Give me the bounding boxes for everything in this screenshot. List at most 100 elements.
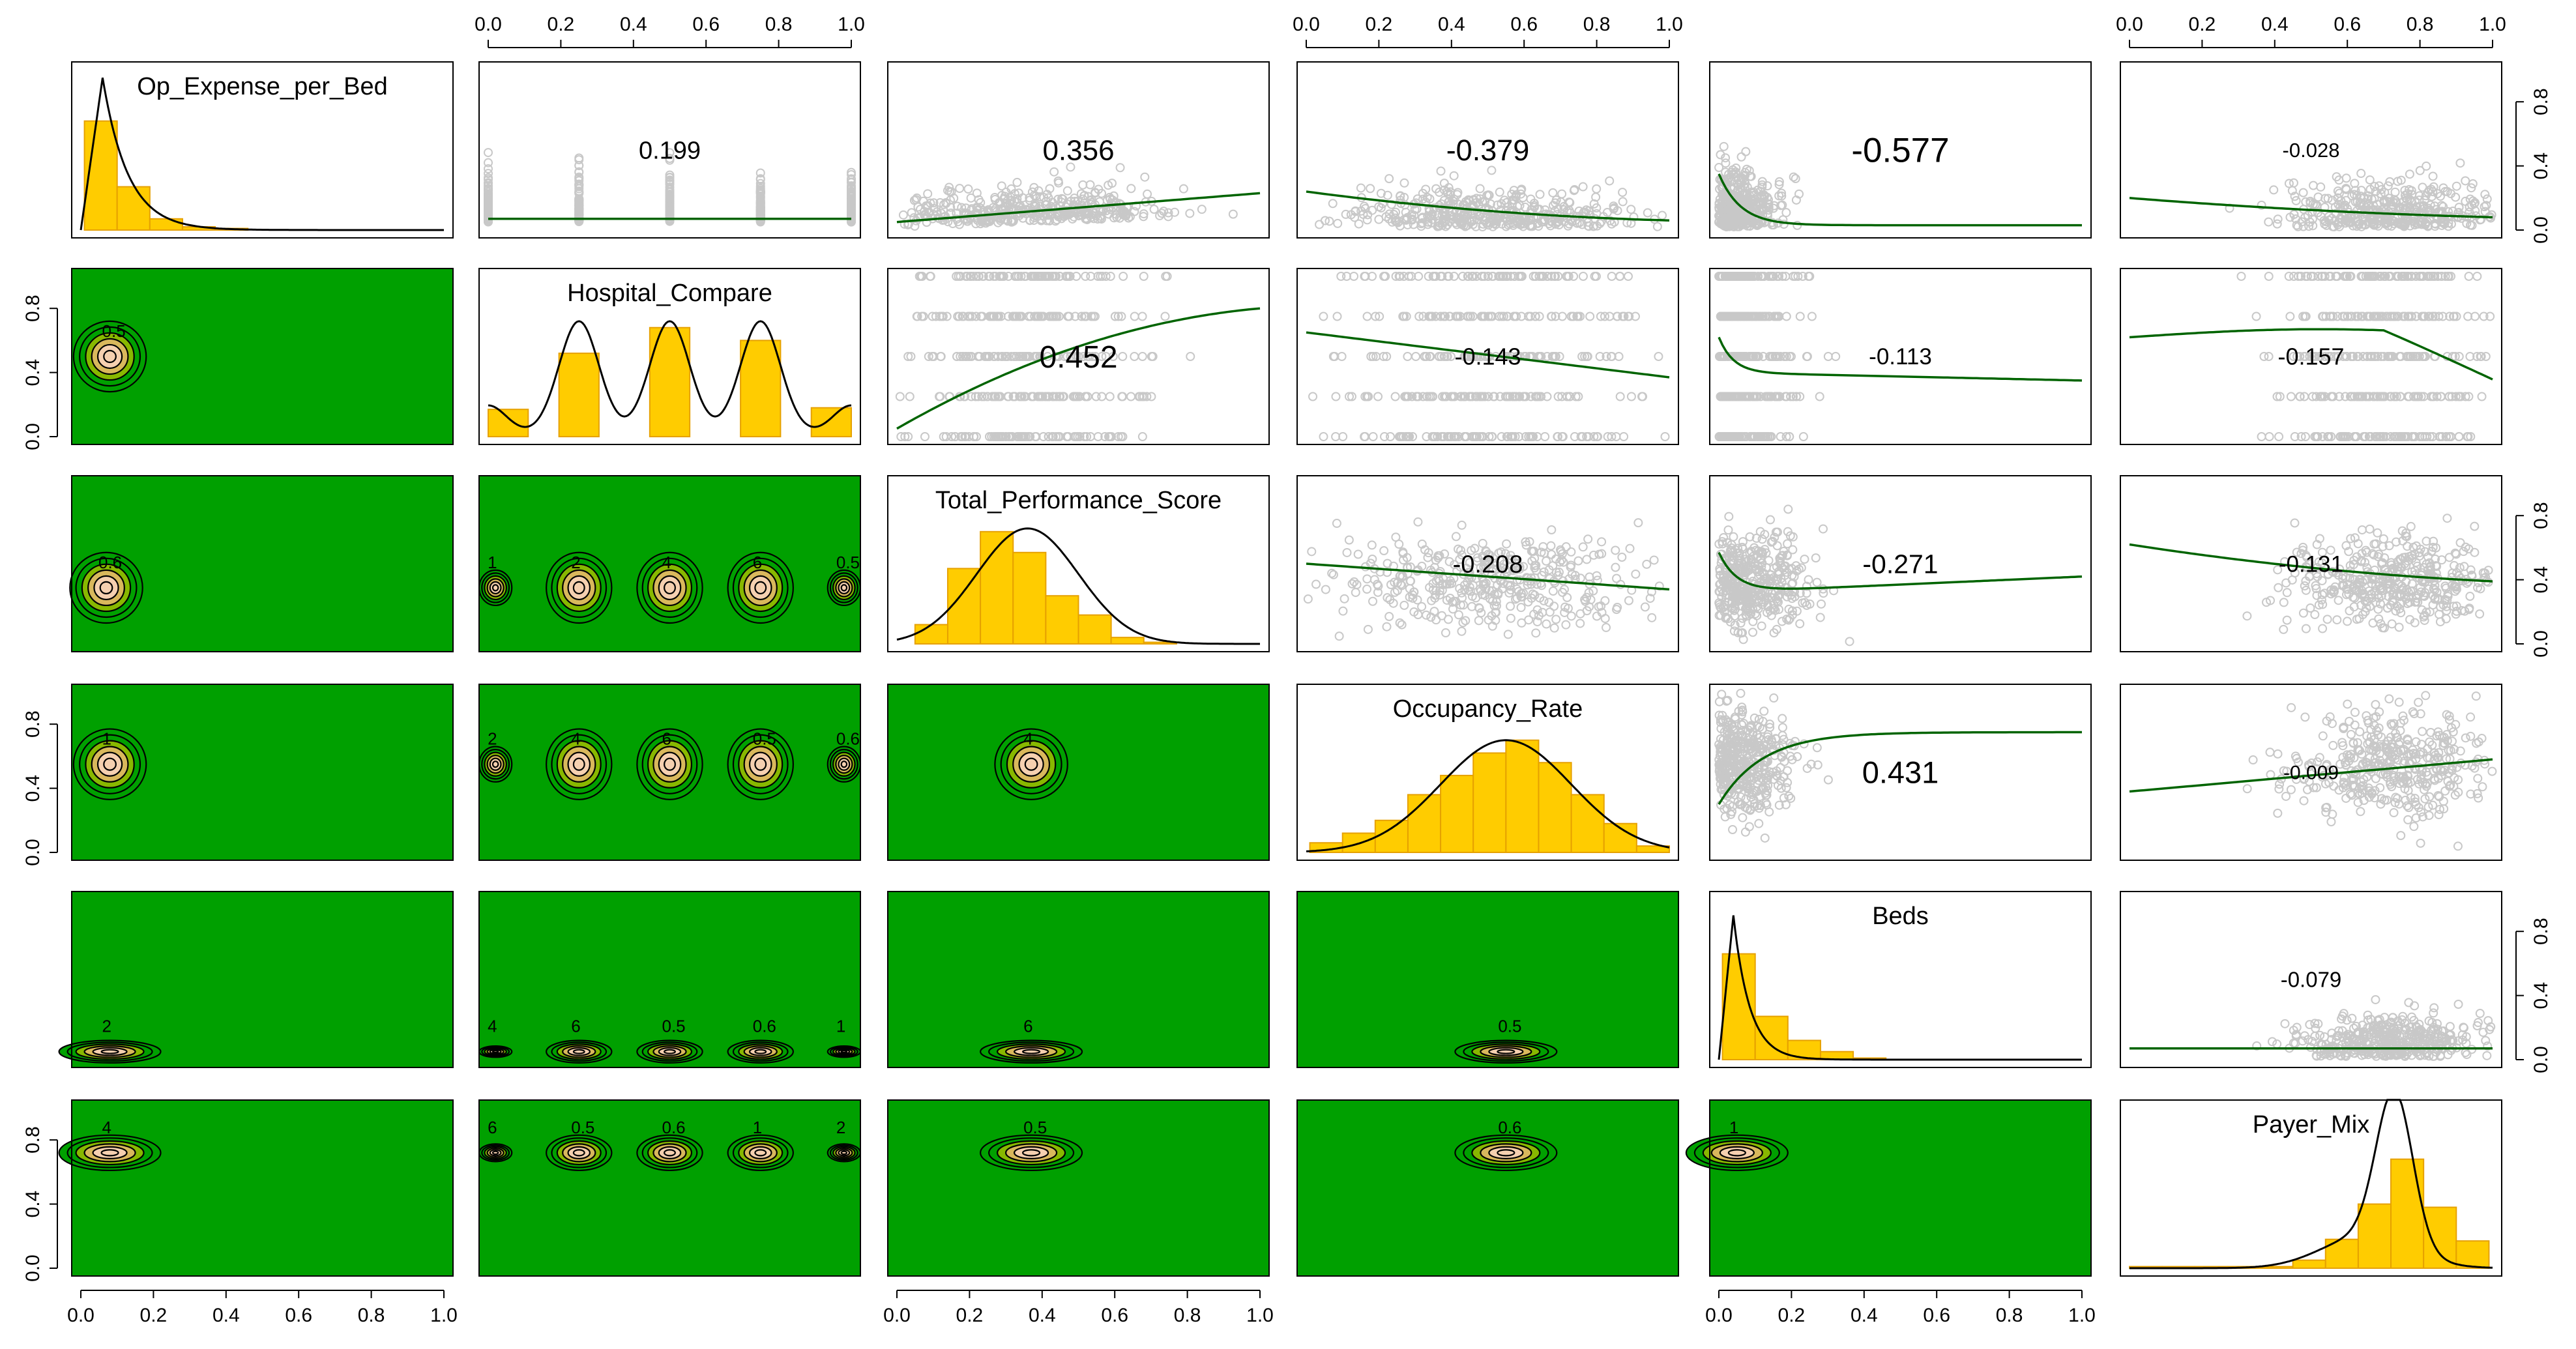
scatter-point (1531, 392, 1541, 401)
scatter-point (1470, 544, 1480, 553)
scatter-point (2365, 175, 2375, 185)
scatter-point (1354, 219, 1364, 229)
scatter-point (991, 207, 1001, 217)
scatter-point (665, 148, 675, 158)
density-curve (896, 527, 1260, 645)
scatter-point (2346, 272, 2356, 281)
scatter-point (990, 352, 1000, 361)
scatter-point (1582, 432, 1592, 441)
scatter-point (1433, 222, 1442, 231)
scatter-point (1727, 213, 1736, 223)
panel-frame (478, 475, 861, 652)
scatter-point (1413, 392, 1423, 401)
scatter-point (1036, 216, 1046, 225)
scatter-point (1147, 392, 1156, 401)
scatter-point (2311, 392, 2321, 401)
scatter-point (2463, 312, 2473, 321)
scatter-point (2332, 312, 2342, 321)
scatter-point (1363, 210, 1373, 220)
scatter-point (924, 352, 933, 361)
scatter-point (2314, 352, 2324, 361)
scatter-point (2444, 222, 2453, 231)
scatter-point (1502, 197, 1512, 207)
correlation-label: -0.157 (2277, 343, 2344, 370)
variable-name: Hospital_Compare (567, 280, 772, 307)
scatter-point (1104, 209, 1113, 219)
scatter-point (665, 170, 675, 180)
scatter-point (2395, 220, 2405, 229)
scatter-point (1034, 392, 1044, 401)
scatter-point (2404, 392, 2414, 401)
scatter-point (2418, 272, 2428, 281)
scatter-point (1749, 432, 1759, 441)
scatter-point (1453, 188, 1463, 197)
scatter-point (2328, 392, 2337, 401)
scatter-point (574, 180, 584, 190)
scatter-point (1197, 205, 1207, 214)
scatter-point (1753, 272, 1763, 281)
scatter-point (1551, 312, 1560, 321)
panel-r1-c3: 0.356 (887, 61, 1270, 239)
scatter-point (1062, 352, 1072, 361)
scatter-point (1417, 561, 1427, 571)
scatter-point (997, 272, 1006, 281)
histogram-bar (1012, 551, 1047, 645)
scatter-point (1752, 392, 1762, 401)
scatter-point (2295, 392, 2305, 401)
scatter-point (1424, 207, 1434, 216)
scatter-point (1729, 222, 1738, 231)
scatter-point (1493, 200, 1502, 210)
scatter-point (1456, 312, 1465, 321)
scatter-point (1630, 312, 1640, 321)
scatter-point (955, 184, 965, 194)
contour-line (840, 584, 848, 592)
scatter-point (1139, 209, 1149, 219)
scatter-point (1551, 220, 1560, 229)
scatter-point (1480, 312, 1489, 321)
scatter-point (1438, 392, 1448, 401)
scatter-point (923, 189, 933, 199)
scatter-point (2365, 312, 2375, 321)
scatter-point (2347, 312, 2356, 321)
scatter-point (1538, 272, 1548, 281)
scatter-point (1725, 392, 1734, 401)
scatter-point (1729, 392, 1739, 401)
scatter-point (1110, 312, 1120, 321)
scatter-point (1733, 352, 1743, 361)
histogram-bar (1045, 595, 1079, 645)
scatter-point (1789, 172, 1798, 182)
scatter-point (956, 352, 965, 361)
scatter-point (1551, 615, 1561, 624)
scatter-point (1066, 162, 1076, 172)
scatter-point (1088, 352, 1098, 361)
scatter-point (2362, 209, 2371, 219)
scatter-point (1014, 202, 1023, 212)
scatter-point (1472, 432, 1482, 441)
scatter-point (1611, 562, 1620, 572)
scatter-point (1098, 272, 1107, 281)
scatter-point (2405, 169, 2414, 179)
scatter-point (2301, 197, 2311, 207)
scatter-point (1500, 392, 1510, 401)
scatter-point (1057, 194, 1066, 203)
panel-r1-c2: 0.199 (478, 61, 861, 239)
scatter-point (2306, 272, 2316, 281)
scatter-point (1390, 392, 1400, 401)
scatter-point (2329, 222, 2339, 231)
scatter-point (2419, 392, 2429, 401)
contour-label: 0.5 (102, 321, 126, 341)
scatter-point (1546, 312, 1556, 321)
scatter-point (1336, 272, 1346, 281)
scatter-point (1508, 205, 1517, 215)
scatter-point (1598, 212, 1608, 222)
scatter-point (1484, 190, 1494, 200)
scatter-point (1831, 352, 1841, 361)
scatter-point (2264, 352, 2274, 361)
scatter-point (1489, 392, 1499, 401)
scatter-point (1422, 432, 1431, 441)
scatter-point (2369, 194, 2379, 203)
scatter-point (1736, 312, 1746, 321)
scatter-point (1618, 197, 1628, 207)
scatter-point (1006, 432, 1016, 441)
scatter-point (2468, 179, 2478, 188)
